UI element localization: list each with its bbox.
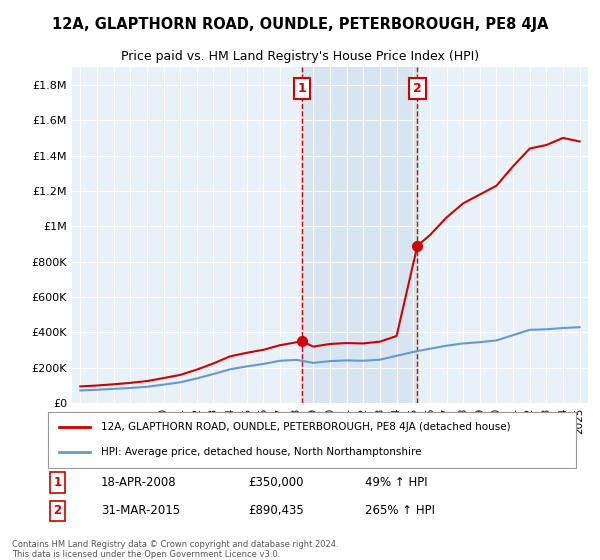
Text: 12A, GLAPTHORN ROAD, OUNDLE, PETERBOROUGH, PE8 4JA: 12A, GLAPTHORN ROAD, OUNDLE, PETERBOROUG… (52, 17, 548, 32)
Text: Price paid vs. HM Land Registry's House Price Index (HPI): Price paid vs. HM Land Registry's House … (121, 50, 479, 63)
Text: 2: 2 (53, 504, 61, 517)
Text: 12A, GLAPTHORN ROAD, OUNDLE, PETERBOROUGH, PE8 4JA (detached house): 12A, GLAPTHORN ROAD, OUNDLE, PETERBOROUG… (101, 422, 511, 432)
Text: 31-MAR-2015: 31-MAR-2015 (101, 504, 180, 517)
Text: 18-APR-2008: 18-APR-2008 (101, 476, 176, 489)
Text: 1: 1 (53, 476, 61, 489)
Text: 265% ↑ HPI: 265% ↑ HPI (365, 504, 435, 517)
Text: £350,000: £350,000 (248, 476, 304, 489)
Text: 49% ↑ HPI: 49% ↑ HPI (365, 476, 427, 489)
Text: 2: 2 (413, 82, 422, 95)
Text: HPI: Average price, detached house, North Northamptonshire: HPI: Average price, detached house, Nort… (101, 447, 421, 457)
Text: 1: 1 (298, 82, 306, 95)
Bar (302, 67, 418, 403)
Text: Contains HM Land Registry data © Crown copyright and database right 2024.
This d: Contains HM Land Registry data © Crown c… (12, 540, 338, 559)
Text: £890,435: £890,435 (248, 504, 304, 517)
